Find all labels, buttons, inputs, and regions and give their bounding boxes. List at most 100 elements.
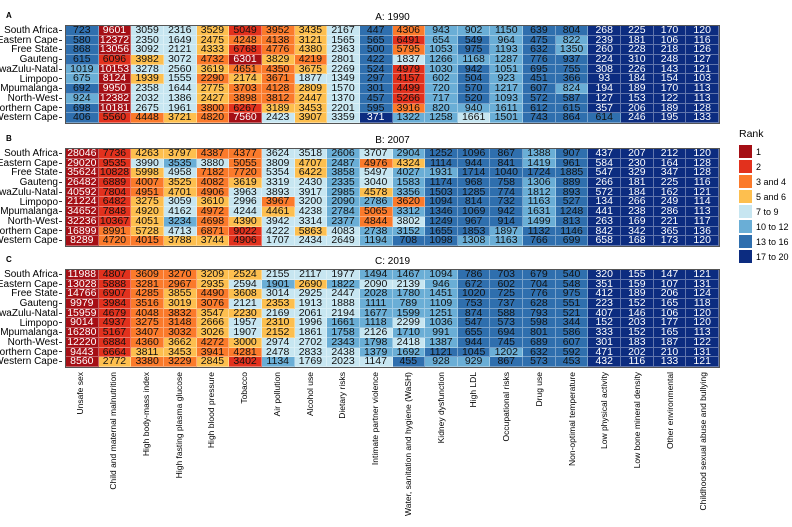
- heatmap-cell: 117: [686, 216, 719, 227]
- row-label: Gauteng: [20, 178, 62, 188]
- heatmap-cell: 2675: [131, 103, 164, 114]
- heatmap-cell: 1692: [392, 347, 426, 358]
- heatmap-cell: 127: [588, 93, 622, 104]
- heatmap-cell: 3619: [196, 64, 230, 75]
- heatmap-cell: 867: [490, 149, 524, 159]
- heatmap-cell: 224: [588, 55, 622, 65]
- heatmap-cell: 2775: [196, 84, 230, 94]
- heatmap-cell: 3609: [131, 270, 164, 280]
- heatmap-cell: 422: [359, 55, 393, 65]
- heatmap-cell: 3435: [294, 26, 328, 36]
- heatmap-cell: 2974: [261, 337, 295, 348]
- heatmap-cell: 1503: [425, 187, 458, 198]
- heatmap-cell: 1248: [555, 207, 589, 217]
- heatmap-cell: 121: [686, 187, 719, 198]
- heatmap-cell: 8124: [98, 74, 132, 85]
- heatmap-cell: 549: [457, 35, 491, 46]
- heatmap-cell: 524: [359, 64, 393, 75]
- heatmap-cell: 116: [686, 35, 719, 46]
- heatmap-cell: 5497: [359, 168, 393, 179]
- heatmap-cell: 3275: [131, 197, 164, 208]
- heatmap-cell: 4157: [392, 74, 426, 85]
- heatmap-cell: 181: [621, 35, 654, 46]
- heatmap-cell: 2090: [327, 197, 360, 208]
- x-tick-label: Childhood sexual abuse and bullying: [697, 372, 708, 511]
- heatmap-cell: 2155: [261, 270, 295, 280]
- heatmap-cell: 527: [555, 197, 589, 208]
- heatmap-cell: 1769: [294, 357, 328, 367]
- heatmap-cell: 6096: [98, 55, 132, 65]
- heatmap-cell: 2090: [359, 279, 393, 290]
- heatmap-cell: 1051: [490, 64, 524, 75]
- heatmap-cell: 189: [621, 84, 654, 94]
- heatmap-cell: 170: [653, 26, 687, 36]
- heatmap-cell: 5863: [294, 226, 328, 237]
- heatmap-cell: 4272: [196, 337, 230, 348]
- legend-swatch: [739, 250, 752, 263]
- heatmap-cell: 4082: [196, 178, 230, 188]
- heatmap-cell: 122: [653, 93, 687, 104]
- heatmap-cell: 3275: [131, 318, 164, 329]
- heatmap-cell: 1931: [425, 168, 458, 179]
- heatmap-cell: 2363: [327, 45, 360, 56]
- heatmap-cell: 118: [686, 299, 719, 309]
- heatmap-cell: 874: [457, 308, 491, 319]
- heatmap-cell: 2299: [392, 318, 426, 329]
- row-label: Limpopo: [20, 197, 62, 208]
- heatmap-cell: 3319: [261, 178, 295, 188]
- heatmap-cell: 310: [621, 55, 654, 65]
- heatmap-cell: 221: [653, 216, 687, 227]
- heatmap-cell: 3026: [196, 328, 230, 338]
- heatmap-cell: 3453: [163, 347, 197, 358]
- heatmap-cell: 1565: [327, 35, 360, 46]
- heatmap-cell: 2560: [163, 64, 197, 75]
- legend-item: 2: [739, 159, 789, 174]
- heatmap-cell: 407: [588, 308, 622, 319]
- heatmap-cell: 1147: [359, 357, 393, 367]
- heatmap-cell: 1897: [490, 226, 524, 237]
- heatmap-cell: 406: [66, 113, 99, 123]
- heatmap-cell: 841: [490, 158, 524, 169]
- heatmap-cell: 2121: [163, 45, 197, 56]
- heatmap-cell: 4490: [196, 289, 230, 300]
- heatmap-cell: 126: [686, 45, 719, 56]
- heatmap-cell: 344: [555, 318, 589, 329]
- legend-label: 13 to 16: [756, 236, 789, 247]
- heatmap-cell: 695: [523, 64, 556, 75]
- heatmap-cell: 587: [555, 93, 589, 104]
- heatmap-cell: 944: [457, 158, 491, 169]
- heatmap-cell: 1093: [490, 93, 524, 104]
- heatmap-cell: 1150: [490, 26, 524, 36]
- heatmap-cell: 3525: [163, 178, 197, 188]
- heatmap-cell: 2290: [196, 74, 230, 85]
- heatmap-cell: 3707: [359, 149, 393, 159]
- x-tick-label: Intimate partner violence: [370, 372, 381, 466]
- heatmap-grid: 723 9601 3059 2316 3529 5049 3952 3435 2167 447 43…: [65, 25, 720, 124]
- heatmap-cell: 113: [686, 93, 719, 104]
- heatmap-cell: 4222: [261, 226, 295, 237]
- heatmap-cell: 864: [555, 113, 589, 123]
- heatmap-cell: 249: [653, 197, 687, 208]
- heatmap-cell: 937: [555, 55, 589, 65]
- heatmap-cell: 26482: [66, 178, 99, 188]
- heatmap-cell: 1419: [523, 158, 556, 169]
- heatmap-cell: 786: [457, 270, 491, 280]
- row-label: Mpumalanga: [0, 84, 62, 94]
- heatmap-cell: 3209: [196, 270, 230, 280]
- heatmap-cell: 3967: [261, 197, 295, 208]
- heatmap-cell: 194: [588, 84, 622, 94]
- x-tick-label: High body-mass index: [140, 372, 151, 457]
- heatmap-cell: 2438: [327, 347, 360, 358]
- heatmap-cell: 4281: [229, 347, 262, 358]
- heatmap-cell: 1053: [425, 45, 458, 56]
- heatmap-cell: 106: [653, 35, 687, 46]
- heatmap-cell: 3662: [163, 337, 197, 348]
- heatmap-cell: 692: [66, 84, 99, 94]
- heatmap-cell: 3982: [131, 55, 164, 65]
- heatmap-cell: 120: [686, 26, 719, 36]
- heatmap-cell: 1217: [490, 84, 524, 94]
- panel-letter: C: [6, 255, 12, 264]
- heatmap-cell: 1837: [392, 55, 426, 65]
- heatmap-cell: 226: [621, 64, 654, 75]
- heatmap-cell: 3809: [261, 158, 295, 169]
